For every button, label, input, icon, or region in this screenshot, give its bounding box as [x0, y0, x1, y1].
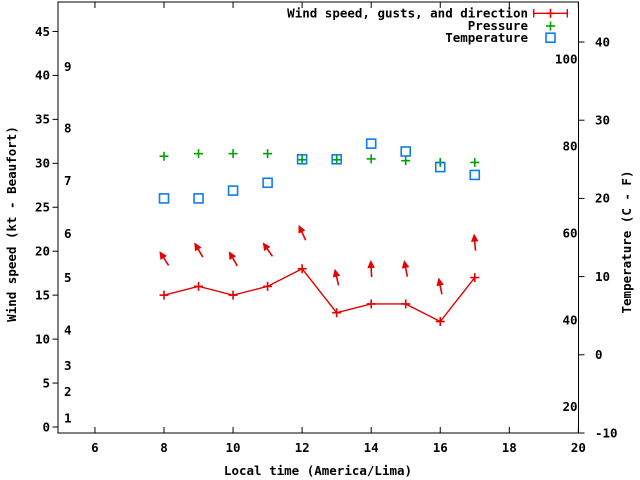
celsius-tick-label: 10: [595, 269, 610, 284]
y2-axis-title: Temperature (C - F): [619, 171, 634, 314]
beaufort-label: 6: [64, 226, 72, 241]
knots-tick-label: 30: [35, 156, 50, 171]
x-tick-label: 18: [502, 440, 517, 455]
knots-tick-label: 15: [35, 287, 50, 302]
gust-arrow-head: [470, 233, 479, 242]
temperature-point: [227, 185, 239, 196]
knots-tick-label: 0: [42, 419, 50, 434]
beaufort-label: 2: [64, 384, 72, 399]
knots-tick-label: 45: [35, 24, 50, 39]
gust-arrow-head: [332, 268, 341, 278]
legend-temperature-marker: [545, 32, 556, 44]
temperature-point: [331, 154, 342, 165]
y1-axis-title: Wind speed (kt - Beaufort): [4, 126, 19, 322]
x-tick-label: 6: [91, 440, 99, 455]
x-tick-label: 16: [433, 440, 448, 455]
celsius-tick-label: 30: [595, 113, 610, 128]
temperature-point: [434, 161, 446, 173]
gust-arrow-head: [298, 224, 306, 234]
beaufort-label: 8: [64, 120, 72, 135]
beaufort-label: 4: [64, 323, 72, 338]
knots-tick-label: 35: [35, 112, 50, 127]
temperature-point: [296, 154, 308, 165]
x-tick-label: 20: [571, 440, 586, 455]
wind-speed-line: [163, 267, 476, 323]
x-tick-label: 14: [364, 440, 379, 455]
x-tick-label: 8: [160, 440, 168, 455]
beaufort-label: 3: [64, 358, 72, 373]
beaufort-label: 5: [64, 270, 72, 285]
celsius-tick-label: 40: [595, 34, 610, 49]
gust-arrow-head: [436, 277, 444, 287]
temperature-point: [400, 146, 412, 157]
knots-tick-label: 20: [35, 244, 50, 259]
knots-tick-label: 10: [35, 331, 50, 346]
gust-arrow-head: [367, 259, 375, 269]
legend-label-pressure: Pressure: [468, 18, 529, 33]
chart-generated-layer: 6 8 10 12 14 16 18 2005101520253035404512345678…: [35, 1, 618, 455]
temperature-point: [158, 193, 170, 204]
plot-border: [57, 1, 579, 434]
gust-arrow-head: [159, 251, 167, 260]
knots-tick-label: 25: [35, 200, 50, 215]
legend-label-wind: Wind speed, gusts, and direction: [287, 6, 528, 21]
temperature-point: [193, 193, 204, 204]
temperature-point: [365, 138, 377, 149]
celsius-tick-label: 20: [595, 191, 610, 206]
gust-arrow-head: [401, 259, 410, 269]
x-axis-title: Local time (America/Lima): [224, 463, 412, 478]
fahrenheit-label: 80: [562, 139, 577, 154]
legend-label-temperature: Temperature: [445, 30, 528, 45]
gust-arrow-head: [194, 242, 202, 252]
x-tick-label: 10: [226, 440, 241, 455]
gust-arrow-head: [262, 242, 271, 252]
beaufort-label: 7: [64, 173, 72, 188]
knots-tick-label: 5: [42, 375, 50, 390]
beaufort-label: 9: [64, 59, 72, 74]
celsius-tick-label: -10: [595, 425, 618, 440]
fahrenheit-label: 100: [555, 52, 578, 67]
celsius-tick-label: 0: [595, 347, 603, 362]
beaufort-label: 1: [64, 411, 72, 426]
fahrenheit-label: 60: [562, 225, 577, 240]
knots-tick-label: 40: [35, 68, 50, 83]
fahrenheit-label: 20: [562, 399, 577, 414]
temperature-point: [469, 169, 481, 181]
temperature-point: [262, 177, 273, 189]
fahrenheit-label: 40: [562, 312, 577, 327]
x-tick-label: 12: [295, 440, 310, 455]
gust-arrow-head: [228, 251, 237, 261]
